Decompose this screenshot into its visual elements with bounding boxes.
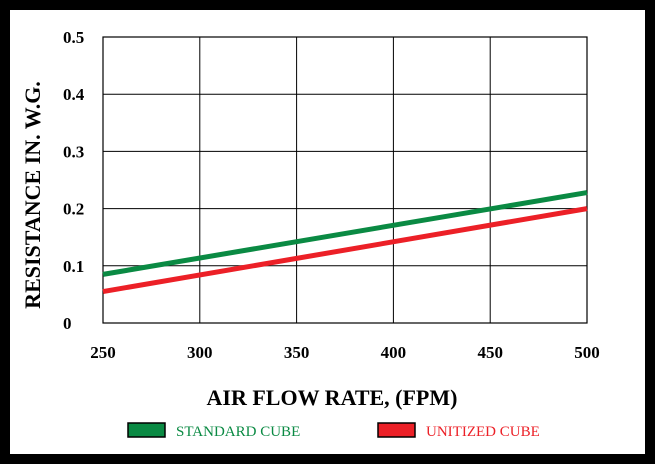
y-tick-label: 0.3 [63, 142, 84, 161]
y-tick-label: 0.4 [63, 85, 85, 104]
x-tick-label: 450 [477, 343, 503, 362]
y-tick-label: 0.1 [63, 257, 84, 276]
x-axis-title: AIR FLOW RATE, (FPM) [207, 385, 458, 410]
tick-labels: 250 300 350 400 450 500 0 0.1 0.2 0.3 0.4 0.5 [63, 28, 600, 362]
legend-label: STANDARD CUBE [176, 424, 300, 440]
legend: STANDARD CUBE UNITIZED CUBE [127, 422, 540, 440]
legend-swatch [377, 422, 416, 438]
chart-panel: 250 300 350 400 450 500 0 0.1 0.2 0.3 0.4 0.5 AIR F… [10, 10, 645, 454]
y-tick-label: 0.2 [63, 200, 84, 219]
y-axis-title: RESISTANCE IN. W.G. [20, 81, 45, 309]
series-line-standard-cube [102, 190, 588, 277]
chart-svg: 250 300 350 400 450 500 0 0.1 0.2 0.3 0.4 0.5 AIR F… [20, 28, 600, 440]
x-tick-label: 250 [90, 343, 116, 362]
y-tick-label: 0.5 [63, 28, 84, 47]
y-tick-label: 0 [63, 314, 72, 333]
legend-swatch [127, 422, 166, 438]
series-line-unitized-cube [102, 206, 588, 295]
x-tick-label: 300 [187, 343, 213, 362]
x-tick-label: 500 [574, 343, 600, 362]
x-tick-label: 400 [381, 343, 407, 362]
plot-border [102, 36, 588, 324]
legend-label: UNITIZED CUBE [426, 424, 540, 440]
series-group [102, 190, 588, 295]
plot-area [102, 36, 588, 324]
x-tick-label: 350 [284, 343, 310, 362]
